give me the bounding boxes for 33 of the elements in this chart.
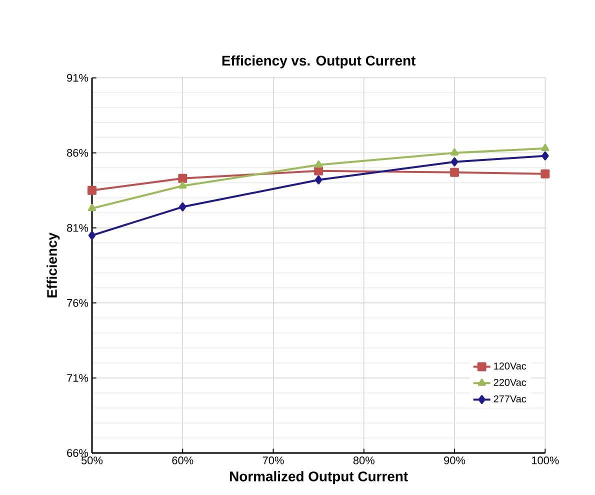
x-axis-title: Normalized Output Current bbox=[230, 471, 408, 484]
point bbox=[540, 169, 550, 178]
point bbox=[88, 186, 96, 195]
chart-title: Efficiency vs. Output Current bbox=[222, 55, 416, 68]
y-tick-label: 66% bbox=[67, 449, 88, 457]
x-tick-label: 90% bbox=[444, 456, 466, 464]
point bbox=[450, 148, 459, 156]
x-tick-label: 60% bbox=[172, 456, 194, 464]
point bbox=[314, 160, 323, 168]
point bbox=[178, 181, 187, 189]
y-tick-label: 76% bbox=[67, 299, 88, 307]
legend-label: 220Vac bbox=[494, 378, 526, 386]
point bbox=[314, 175, 322, 184]
point bbox=[178, 174, 188, 183]
point bbox=[88, 230, 96, 240]
point bbox=[541, 144, 550, 152]
x-tick-label: 70% bbox=[262, 456, 284, 464]
y-axis-title: Efficiency bbox=[46, 232, 60, 298]
y-tick-label: 86% bbox=[67, 148, 88, 157]
point bbox=[542, 151, 549, 160]
y-tick-label: 81% bbox=[67, 224, 88, 232]
x-tick-label: 80% bbox=[353, 456, 374, 464]
point bbox=[450, 157, 458, 166]
x-tick-label: 100% bbox=[532, 456, 559, 464]
y-tick-label: 91% bbox=[67, 74, 88, 82]
point bbox=[450, 168, 460, 177]
point bbox=[88, 204, 96, 212]
point bbox=[179, 202, 186, 212]
y-tick-label: 71% bbox=[67, 374, 88, 382]
x-tick-label: 50% bbox=[81, 456, 103, 464]
point bbox=[314, 166, 324, 176]
legend-label: 120Vac bbox=[494, 362, 526, 370]
legend-label: 277Vac bbox=[494, 395, 526, 402]
